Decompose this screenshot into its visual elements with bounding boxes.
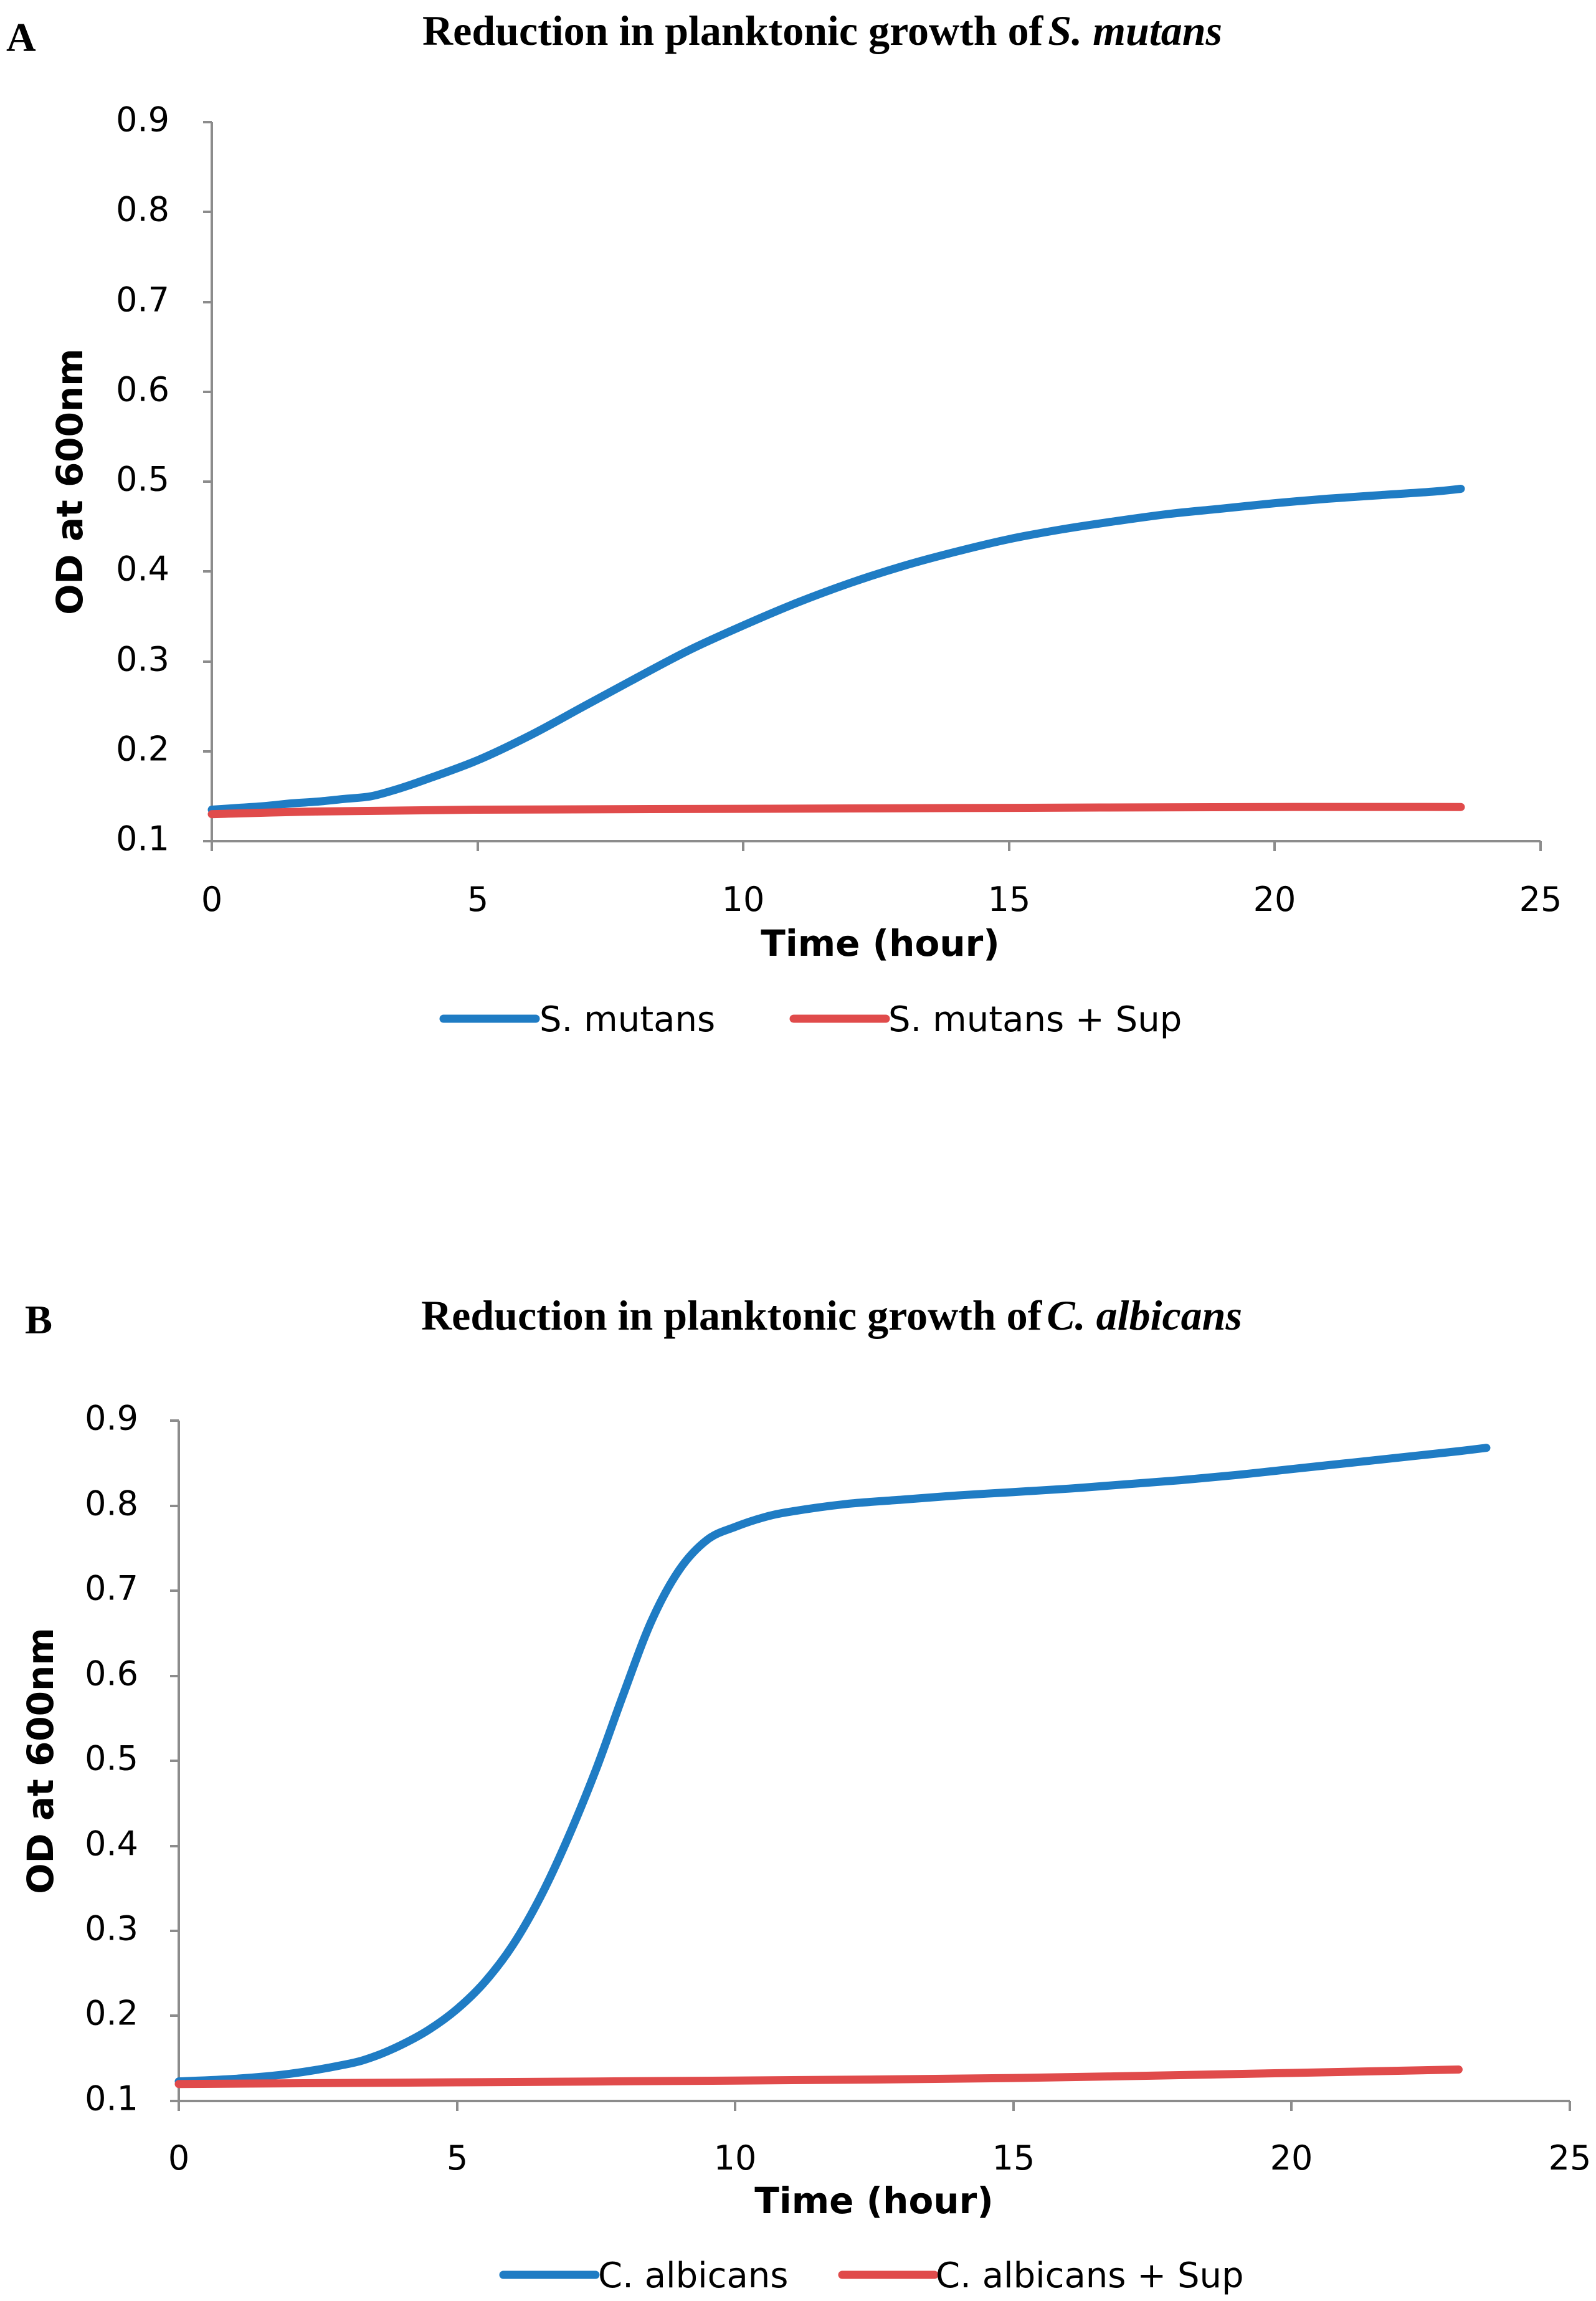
legend-label-c-albicans: C. albicans <box>598 2256 788 2296</box>
x-tick-label-a: 20 <box>1253 880 1296 919</box>
y-axis-a: 0.1 0.2 0.3 0.4 0.5 0.6 0.7 0.8 0.9 OD a… <box>49 100 213 859</box>
chart-title-a: Reduction in planktonic growth of S. muta… <box>422 7 1222 54</box>
x-tick-label-b: 25 <box>1549 2138 1592 2178</box>
legend-a: S. mutans S. mutans + Sup <box>439 999 1182 1040</box>
y-tick-label-a: 0.9 <box>116 100 169 140</box>
y-tick-label-b: 0.5 <box>85 1739 138 1778</box>
chart-panel-a: A Reduction in planktonic growth of S. mu… <box>6 7 1562 1040</box>
y-axis-title-b: OD at 600nm <box>19 1627 62 1894</box>
chart-title-b: Reduction in planktonic growth of C. albi… <box>421 1292 1242 1339</box>
x-tick-label-b: 0 <box>168 2138 189 2178</box>
y-tick-label-a: 0.8 <box>116 190 169 229</box>
chart-title-a-text: Reduction in planktonic growth of <box>422 7 1044 54</box>
x-tick-label-a: 15 <box>988 880 1031 919</box>
x-axis-title-b: Time (hour) <box>754 2180 993 2222</box>
legend-label-c-albicans-sup: C. albicans + Sup <box>936 2256 1244 2296</box>
y-tick-label-b: 0.3 <box>85 1909 138 1948</box>
x-tick-label-b: 15 <box>992 2138 1035 2178</box>
legend-label-s-mutans-sup: S. mutans + Sup <box>888 999 1182 1040</box>
y-axis-title-a: OD at 600nm <box>49 348 91 615</box>
y-tick-label-b: 0.1 <box>85 2079 138 2118</box>
chart-title-b-species: C. albicans <box>1047 1292 1242 1339</box>
y-tick-label-a: 0.3 <box>116 640 169 679</box>
panel-letter-a: A <box>6 15 36 60</box>
series-line-s-mutans-sup <box>207 803 1465 819</box>
y-tick-label-a: 0.7 <box>116 280 169 320</box>
series-line-c-albicans-sup <box>174 2065 1463 2089</box>
x-tick-label-b: 10 <box>714 2138 757 2178</box>
legend-label-s-mutans: S. mutans <box>539 999 715 1040</box>
y-tick-label-a: 0.6 <box>116 370 169 409</box>
y-tick-label-a: 0.5 <box>116 460 169 499</box>
x-tick-label-a: 25 <box>1519 880 1562 919</box>
y-tick-label-b: 0.9 <box>85 1399 138 1438</box>
x-tick-label-a: 5 <box>467 880 488 919</box>
y-axis-b: 0.1 0.2 0.3 0.4 0.5 0.6 0.7 0.8 0.9 OD a… <box>19 1399 180 2118</box>
plot-area-b <box>174 1444 1491 2089</box>
plot-area-a <box>207 485 1465 819</box>
y-tick-label-b: 0.6 <box>85 1654 138 1694</box>
x-tick-label-a: 10 <box>722 880 765 919</box>
x-axis-a: 0 5 10 15 20 25 Time (hour) <box>201 840 1562 965</box>
y-tick-label-a: 0.1 <box>116 819 169 859</box>
legend-b: C. albicans C. albicans + Sup <box>499 2256 1244 2296</box>
chart-title-b-text: Reduction in planktonic growth of <box>421 1292 1043 1339</box>
y-tick-label-a: 0.2 <box>116 730 169 769</box>
y-tick-label-a: 0.4 <box>116 550 169 589</box>
x-tick-label-b: 20 <box>1270 2138 1313 2178</box>
y-tick-label-b: 0.4 <box>85 1824 138 1864</box>
x-axis-b: 0 5 10 15 20 25 Time (hour) <box>168 2100 1592 2222</box>
chart-panel-b: B Reduction in planktonic growth of C. al… <box>19 1292 1591 2296</box>
panel-letter-b: B <box>25 1297 52 1343</box>
x-axis-title-a: Time (hour) <box>761 922 999 965</box>
y-tick-label-b: 0.8 <box>85 1484 138 1523</box>
series-line-c-albicans <box>174 1444 1491 2086</box>
x-tick-label-a: 0 <box>201 880 222 919</box>
series-line-s-mutans <box>207 485 1465 814</box>
y-tick-label-b: 0.2 <box>85 1994 138 2033</box>
x-tick-label-b: 5 <box>447 2138 468 2178</box>
chart-title-a-species: S. mutans <box>1048 7 1222 54</box>
y-tick-label-b: 0.7 <box>85 1569 138 1608</box>
